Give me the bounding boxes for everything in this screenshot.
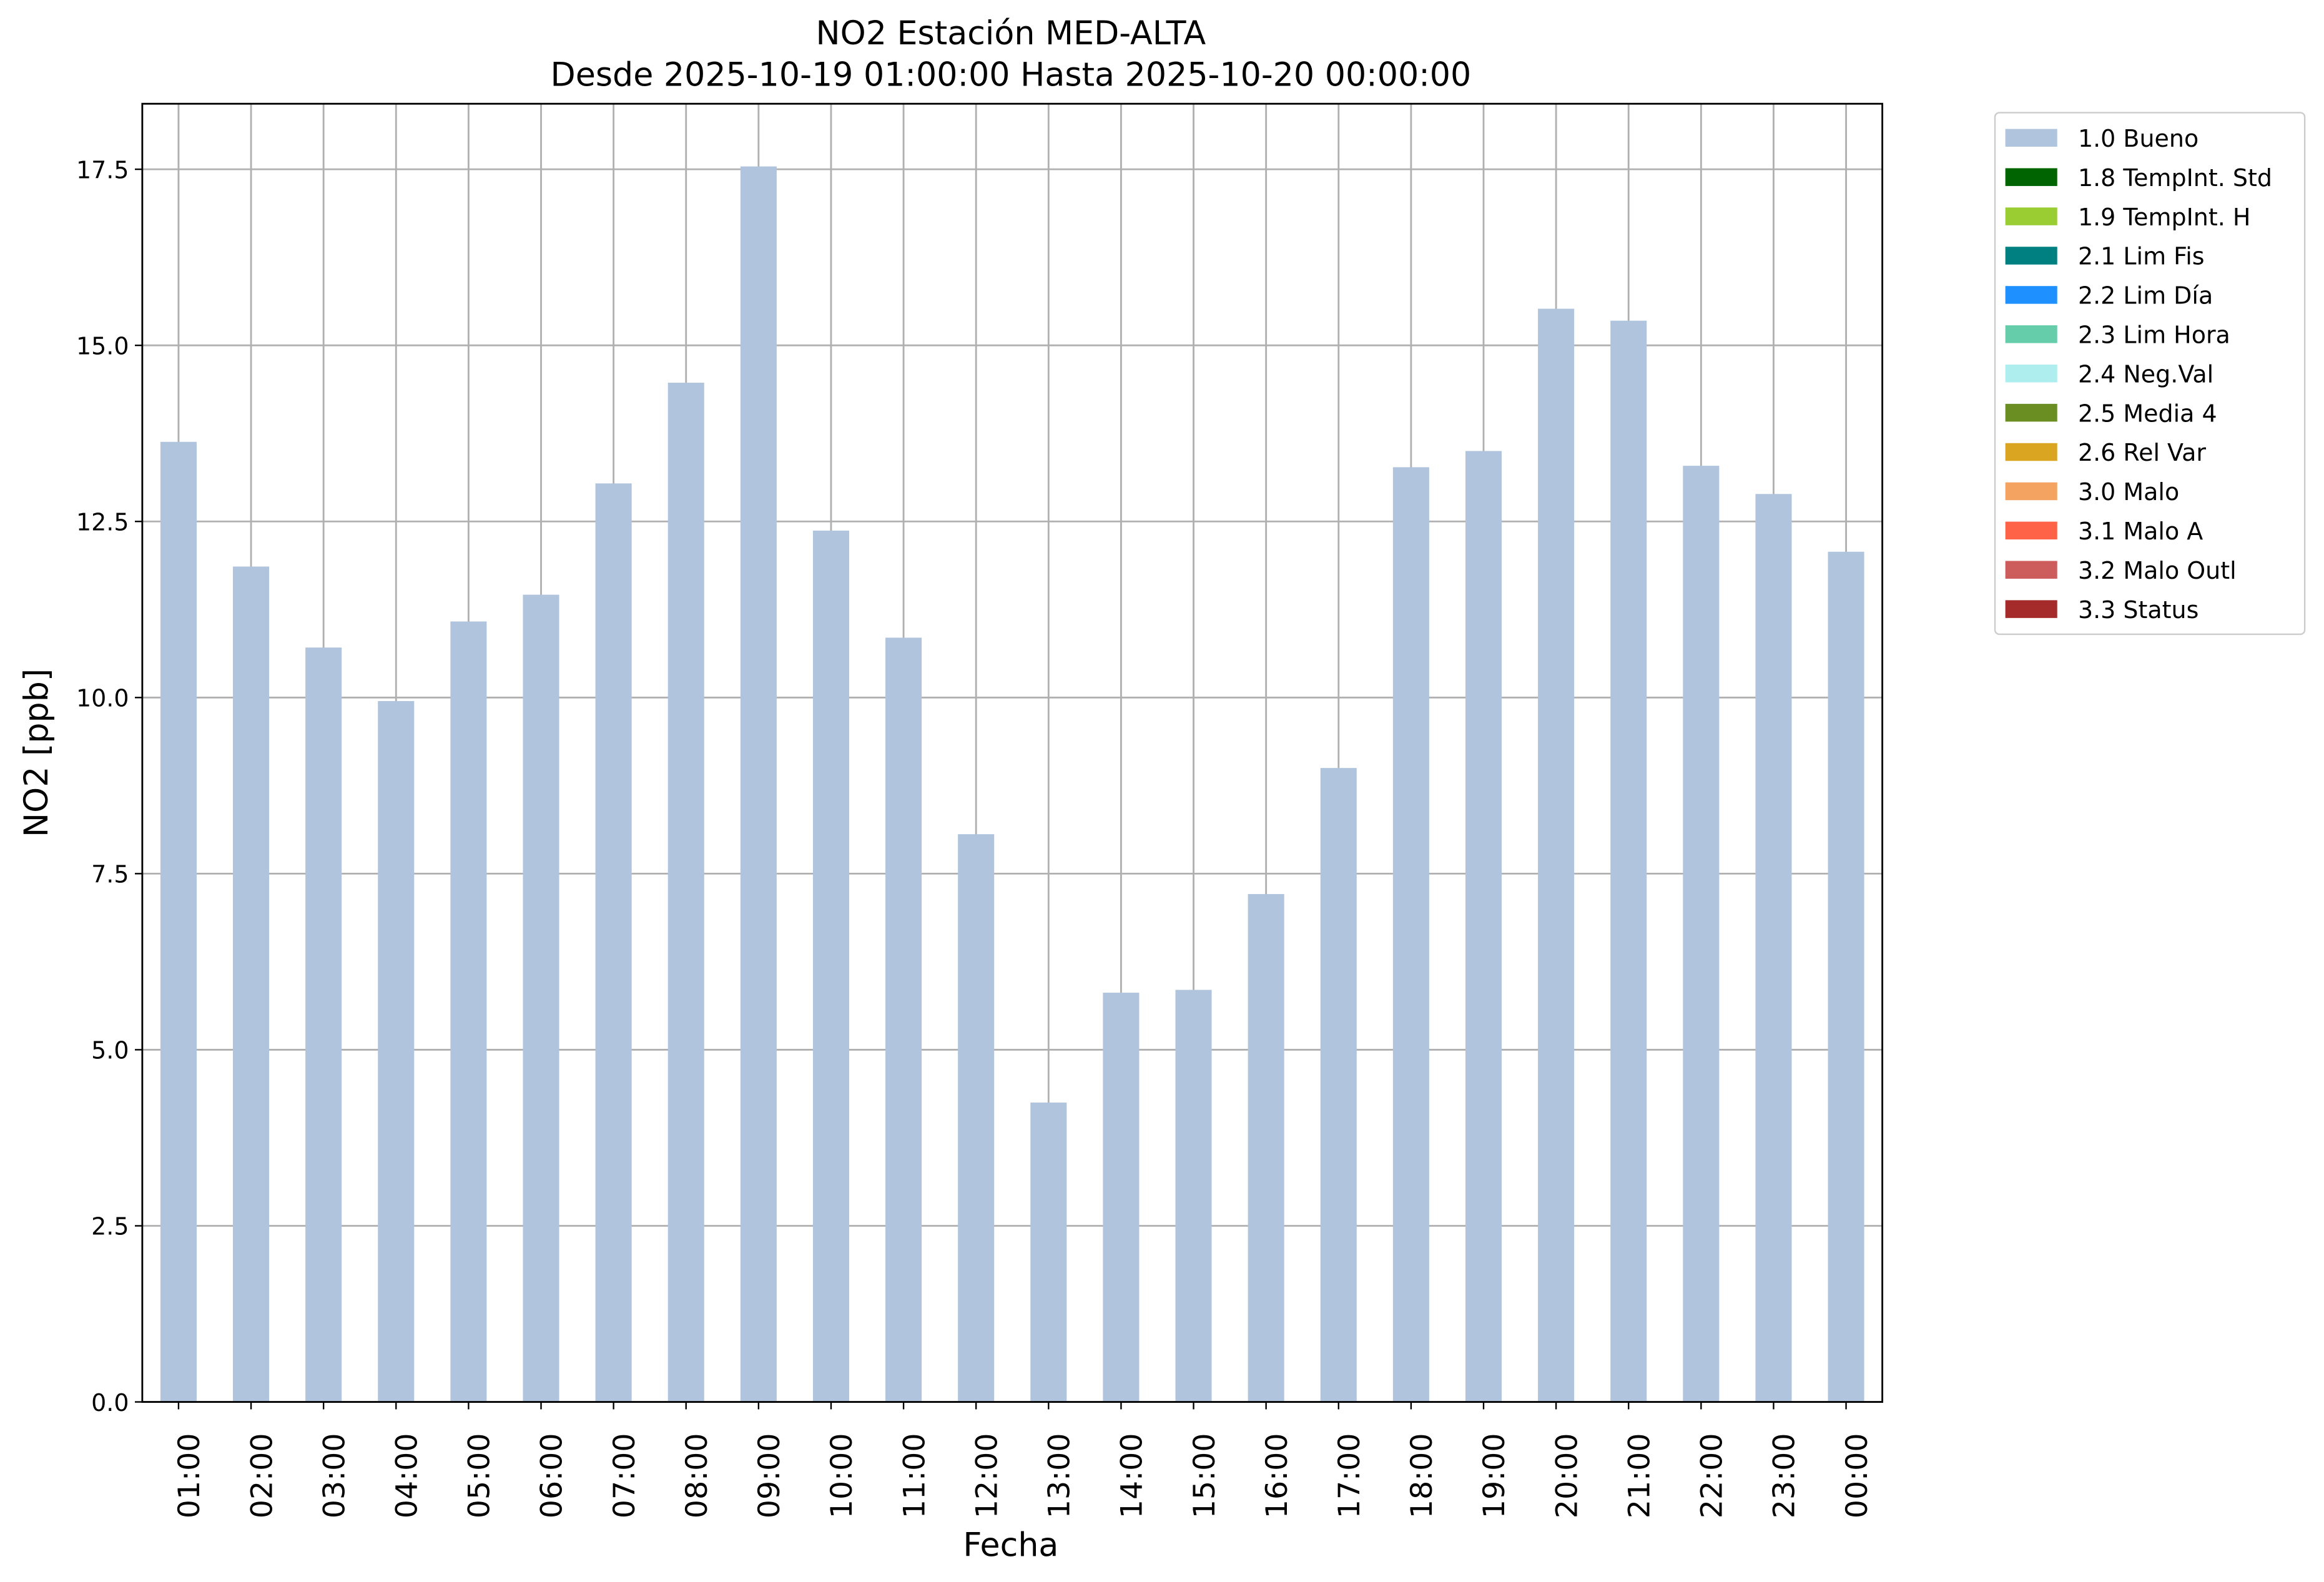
x-tick-label: 01:00	[172, 1433, 207, 1518]
legend-swatch	[2005, 521, 2057, 540]
x-tick-label: 17:00	[1332, 1433, 1367, 1518]
chart-subtitle: Desde 2025-10-19 01:00:00 Hasta 2025-10-…	[551, 57, 1472, 94]
bars	[160, 166, 1864, 1402]
legend-swatch	[2005, 600, 2057, 618]
chart-title: NO2 Estación MED-ALTA	[816, 15, 1206, 52]
bar	[1610, 320, 1647, 1402]
legend-swatch	[2005, 561, 2057, 579]
legend-box	[1994, 112, 2306, 636]
x-tick-label: 09:00	[752, 1433, 787, 1518]
bar	[1465, 451, 1502, 1402]
x-tick-label: 10:00	[825, 1433, 859, 1518]
bar	[450, 621, 487, 1402]
x-tick-label: 19:00	[1477, 1433, 1512, 1518]
bar	[1103, 993, 1140, 1402]
y-tick-label: 7.5	[91, 861, 129, 888]
legend-swatch	[2005, 364, 2057, 383]
legend-label: 2.6 Rel Var	[2078, 439, 2206, 466]
x-tick-label: 22:00	[1695, 1433, 1730, 1518]
bar	[1755, 494, 1792, 1402]
x-tick-label: 02:00	[245, 1433, 279, 1518]
legend-label: 3.2 Malo Outl	[2078, 557, 2237, 584]
legend-swatch	[2005, 129, 2057, 147]
plot-frame	[141, 102, 1884, 1403]
legend-label: 1.9 TempInt. H	[2078, 204, 2250, 231]
legend-label: 2.3 Lim Hora	[2078, 322, 2230, 349]
x-tick-label: 07:00	[608, 1433, 642, 1518]
legend-label: 2.2 Lim Día	[2078, 282, 2213, 310]
x-tick-label: 06:00	[535, 1433, 569, 1518]
x-tick-label: 04:00	[390, 1433, 425, 1518]
x-tick-label: 12:00	[970, 1433, 1004, 1518]
legend-label: 1.8 TempInt. Std	[2078, 164, 2272, 192]
x-tick-label: 08:00	[680, 1433, 714, 1518]
x-tick-label: 03:00	[317, 1433, 352, 1518]
legend-label: 3.3 Status	[2078, 596, 2198, 624]
bar	[595, 483, 632, 1402]
bar	[1683, 466, 1720, 1402]
legend-label: 2.1 Lim Fis	[2078, 243, 2205, 270]
legend-label: 2.5 Media 4	[2078, 400, 2217, 427]
y-tick-label: 15.0	[76, 332, 129, 360]
x-tick-label: 14:00	[1115, 1433, 1150, 1518]
x-tick-label: 05:00	[463, 1433, 497, 1518]
bar	[1320, 768, 1357, 1402]
y-tick-label: 12.5	[76, 508, 129, 536]
bar	[378, 700, 415, 1402]
y-tick-label: 0.0	[91, 1389, 129, 1417]
bar	[885, 637, 922, 1402]
legend-swatch	[2005, 247, 2057, 265]
legend-swatch	[2005, 286, 2057, 304]
x-tick-label: 18:00	[1405, 1433, 1439, 1518]
x-tick-label: 15:00	[1188, 1433, 1222, 1518]
bar	[812, 530, 849, 1402]
axes: 0.0 2.5 5.0 7.5 10.0 12.5 15.0 17.5 01:00 02:00 03…	[76, 156, 1874, 1518]
y-tick-label: 17.5	[76, 156, 129, 184]
legend-swatch	[2005, 325, 2057, 343]
legend-swatch	[2005, 168, 2057, 186]
legend-swatch	[2005, 403, 2057, 422]
y-tick-label: 5.0	[91, 1037, 129, 1064]
bar	[1538, 308, 1575, 1402]
bar	[1030, 1103, 1067, 1402]
legend: 1.0 Bueno 1.8 TempInt. Std 1.9 TempInt. H 2…	[2005, 125, 2272, 624]
bar	[305, 647, 342, 1402]
legend-label: 2.4 Neg.Val	[2078, 360, 2213, 388]
bar	[523, 594, 559, 1402]
legend-label: 3.0 Malo	[2078, 478, 2179, 506]
y-tick-label: 10.0	[76, 685, 129, 712]
y-axis-label: NO2 [ppb]	[18, 669, 56, 837]
bar	[233, 566, 270, 1402]
bar	[1392, 467, 1429, 1402]
legend-swatch	[2005, 443, 2057, 461]
bar	[958, 834, 995, 1402]
x-tick-label: 13:00	[1043, 1433, 1077, 1518]
bar	[667, 382, 704, 1402]
x-axis-label: Fecha	[963, 1526, 1058, 1564]
legend-label: 3.1 Malo A	[2078, 518, 2203, 545]
bar	[1175, 990, 1212, 1402]
bar	[1248, 894, 1284, 1402]
x-tick-label: 16:00	[1260, 1433, 1294, 1518]
legend-swatch	[2005, 482, 2057, 501]
y-tick-label: 2.5	[91, 1213, 129, 1241]
x-tick-label: 23:00	[1768, 1433, 1802, 1518]
x-tick-label: 11:00	[897, 1433, 932, 1518]
legend-label: 1.0 Bueno	[2078, 125, 2198, 152]
x-tick-label: 00:00	[1840, 1433, 1874, 1518]
legend-swatch	[2005, 207, 2057, 225]
bar	[1828, 551, 1864, 1402]
bar	[740, 166, 777, 1402]
x-tick-label: 20:00	[1550, 1433, 1584, 1518]
bar	[160, 441, 197, 1402]
x-tick-label: 21:00	[1622, 1433, 1657, 1518]
